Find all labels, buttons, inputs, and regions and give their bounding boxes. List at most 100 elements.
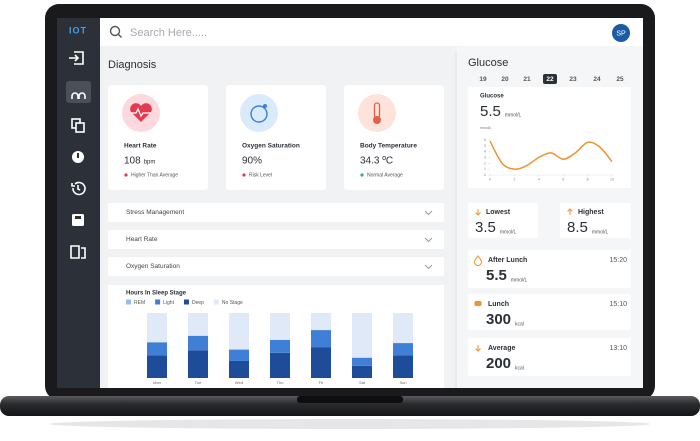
card-value: 34.3 ºC [360,156,393,167]
icon-alert-mark [77,153,79,158]
y-tick-label: 3 [484,155,486,159]
reading-time: 13:10 [609,345,627,352]
x-tick-label: 0 [489,177,491,181]
icon-history[interactable] [71,181,86,196]
card-title: Heart Rate [124,143,157,150]
pulse-line [131,107,151,118]
avatar[interactable] [612,24,630,42]
reading-label: Lunch [488,301,509,308]
reading-unit: kcal [515,365,524,371]
date[interactable]: 21 [523,76,531,83]
status-dot [242,173,246,177]
sleep-bar-segment [270,313,290,340]
date[interactable]: 19 [479,76,487,83]
sleep-bar-segment [270,339,290,353]
sleep-bar-segment [229,313,249,350]
date-selected[interactable] [543,74,557,84]
y-tick-label: 1 [484,167,486,171]
date[interactable]: 23 [569,76,577,83]
sleep-bar-segment [147,313,167,343]
extreme-card [468,203,538,238]
thermo-bulb [373,116,381,124]
search-icon[interactable] [109,25,121,37]
date[interactable]: 22 [546,76,554,83]
sidebar [57,18,100,388]
icon-copy-b[interactable] [75,122,85,133]
reading-card [468,338,631,376]
avatar-initials[interactable]: SP [616,30,626,37]
glucose-unit: mmol/L [505,112,522,118]
x-tick-label: Wed [235,380,243,385]
reading-label: After Lunch [488,257,527,264]
reading-card [468,250,631,288]
chevron[interactable] [424,210,433,216]
diagnosis-title: Diagnosis [108,59,157,71]
shadow [50,419,650,429]
icon-report[interactable] [70,245,86,259]
sleep-bar-segment [393,355,413,378]
diagnosis-card[interactable] [226,85,326,190]
icon-login[interactable] [69,51,84,65]
card-status: Higher Than Average [131,172,178,178]
oxygen-icon-dot [263,104,267,108]
chevron[interactable] [424,237,433,243]
search-input[interactable]: Search Here..... [130,27,207,39]
reading-label: Average [488,345,515,352]
sleep-bar-segment [311,347,331,378]
card-unit: bpm [144,160,156,166]
top-bar [100,18,643,46]
sleep-bar-segment [147,355,167,378]
glucose-value: 5.5 [480,103,501,120]
card-title: Body Temperature [360,143,417,150]
x-tick-label: Fri [319,380,324,385]
sleep-bar-segment [229,349,249,361]
accordion-row[interactable] [108,203,444,222]
x-tick-label: 2 [513,177,515,181]
y-axis-label: mmol/L [480,126,492,130]
reading-value: 5.5 [486,267,507,284]
card-status: Risk Level [249,172,272,178]
sleep-bar-segment [188,335,208,351]
x-tick-label: Tue [195,380,203,385]
chart-title: Hours In Sleep Stage [126,291,187,297]
legend-label: Deep [192,300,204,306]
legend-label: Light [163,300,174,306]
icon-save[interactable] [72,214,84,226]
extreme-label: Lowest [486,209,511,216]
extreme-value: 3.5 [475,219,496,236]
sleep-bar-segment [311,313,331,331]
x-tick-label: Thu [277,380,284,385]
chevron[interactable] [424,264,433,270]
card-icon-bg [358,94,396,132]
drop-icon [473,255,483,266]
accordion-row[interactable] [108,230,444,249]
accordion-label: Stress Management [126,209,184,216]
reading-value: 300 [486,311,511,328]
sleep-bar-segment [188,313,208,336]
y-tick-label: 0 [484,173,486,177]
sleep-bar-segment [352,365,372,378]
y-tick-label: 6 [484,138,486,142]
date[interactable]: 20 [501,76,509,83]
y-tick-label: 5 [484,144,486,148]
food-icon [474,301,482,306]
status-dot [124,173,128,177]
extreme-unit: mmol/L [500,229,517,235]
arrow-down [475,345,481,352]
sleep-bar-segment [311,330,331,348]
accordion-label: Oxygen Saturation [126,263,180,270]
legend-label: No Stage [222,300,243,306]
icon-patients[interactable] [71,92,86,99]
legend-swatch [126,299,131,305]
sleep-bar-segment [393,313,413,344]
logo[interactable]: IOT [69,25,87,35]
date[interactable]: 24 [593,76,601,83]
reading-card [468,294,631,330]
sleep-bar-segment [270,352,290,378]
legend-label: REM [134,300,145,306]
date[interactable]: 25 [616,76,624,83]
y-tick-label: 2 [484,161,486,165]
glucose-title: Glucose [468,57,508,69]
accordion-row[interactable] [108,257,444,276]
